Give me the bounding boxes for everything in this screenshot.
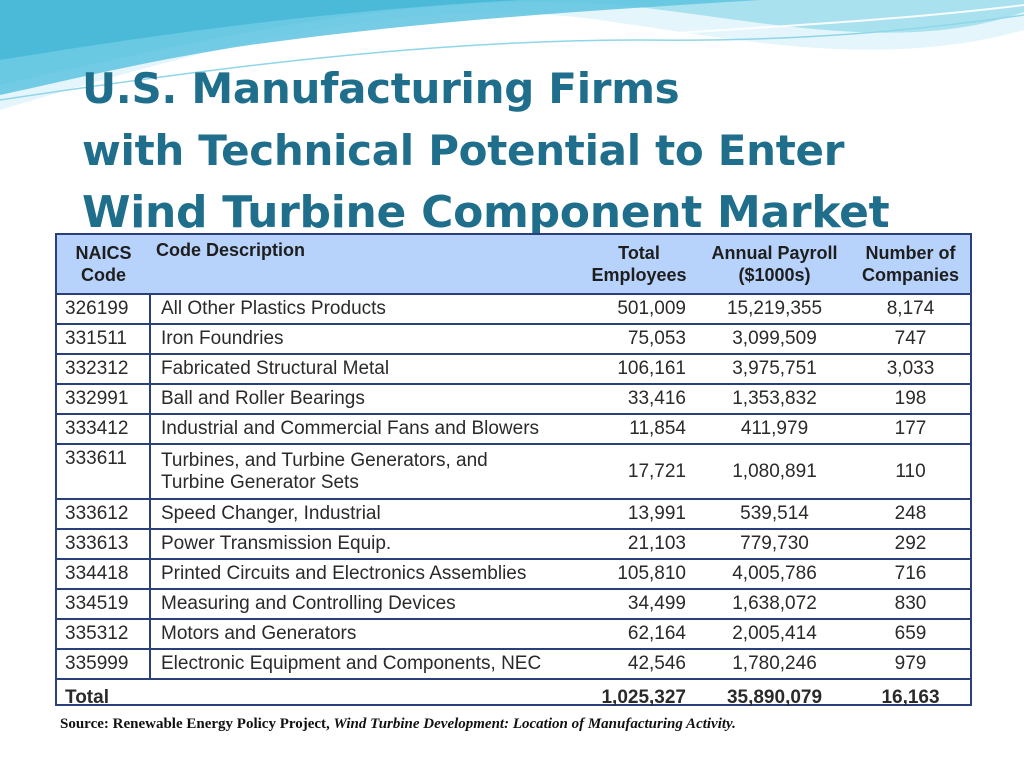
description-cell: Measuring and Controlling Devices	[149, 588, 580, 619]
companies-cell: 3,033	[851, 353, 970, 384]
firms-table-container: NAICS Code Code Description Total Employee…	[55, 233, 972, 716]
naics-code-cell: 335312	[57, 618, 150, 649]
companies-cell: 110	[851, 443, 970, 499]
employees-cell: 62,164	[580, 618, 698, 649]
total-payroll: 35,890,079	[698, 678, 851, 716]
naics-code-cell: 333412	[57, 413, 150, 444]
header-annual-payroll: Annual Payroll ($1000s)	[698, 235, 851, 294]
source-title: Wind Turbine Development: Location of Ma…	[333, 716, 736, 732]
description-cell: Speed Changer, Industrial	[149, 498, 580, 529]
naics-code-cell: 326199	[57, 293, 150, 324]
payroll-cell: 3,975,751	[698, 353, 851, 384]
companies-cell: 177	[851, 413, 970, 444]
table-row: 335999 Electronic Equipment and Componen…	[57, 648, 970, 679]
employees-cell: 21,103	[580, 528, 698, 559]
naics-code-cell: 333611	[57, 443, 150, 499]
description-cell: Fabricated Structural Metal	[149, 353, 580, 384]
table-row: 334418 Printed Circuits and Electronics …	[57, 558, 970, 589]
table-row: 335312 Motors and Generators 62,164 2,00…	[57, 618, 970, 649]
table-row: 326199 All Other Plastics Products 501,0…	[57, 293, 970, 324]
total-companies: 16,163	[851, 678, 970, 716]
table-row: 333412 Industrial and Commercial Fans an…	[57, 413, 970, 444]
header-code-description: Code Description	[150, 235, 580, 294]
payroll-cell: 15,219,355	[698, 293, 851, 324]
table-row: 333612 Speed Changer, Industrial 13,991 …	[57, 498, 970, 529]
naics-code-cell: 335999	[57, 648, 150, 679]
title-line-1: U.S. Manufacturing Firms	[82, 64, 680, 113]
payroll-cell: 779,730	[698, 528, 851, 559]
description-cell: Ball and Roller Bearings	[149, 383, 580, 414]
payroll-cell: 3,099,509	[698, 323, 851, 354]
description-cell: Industrial and Commercial Fans and Blowe…	[149, 413, 580, 444]
payroll-cell: 1,638,072	[698, 588, 851, 619]
companies-cell: 248	[851, 498, 970, 529]
source-prefix: Source: Renewable Energy Policy Project,	[60, 716, 334, 732]
naics-code-cell: 334418	[57, 558, 150, 589]
companies-cell: 198	[851, 383, 970, 414]
description-cell: Power Transmission Equip.	[149, 528, 580, 559]
table-header-row: NAICS Code Code Description Total Employee…	[57, 235, 970, 294]
description-cell: Electronic Equipment and Components, NEC	[149, 648, 580, 679]
naics-code-cell: 333613	[57, 528, 150, 559]
payroll-cell: 1,780,246	[698, 648, 851, 679]
firms-table: NAICS Code Code Description Total Employee…	[57, 235, 970, 716]
employees-cell: 17,721	[580, 443, 698, 499]
companies-cell: 716	[851, 558, 970, 589]
description-cell: Iron Foundries	[149, 323, 580, 354]
description-cell: Motors and Generators	[149, 618, 580, 649]
payroll-cell: 1,080,891	[698, 443, 851, 499]
employees-cell: 13,991	[580, 498, 698, 529]
table-row: 333613 Power Transmission Equip. 21,103 …	[57, 528, 970, 559]
decorative-wave-header	[0, 0, 1024, 110]
employees-cell: 11,854	[580, 413, 698, 444]
payroll-cell: 2,005,414	[698, 618, 851, 649]
naics-code-cell: 332312	[57, 353, 150, 384]
table-row: 331511 Iron Foundries 75,053 3,099,509 7…	[57, 323, 970, 354]
header-total-employees: Total Employees	[580, 235, 698, 294]
companies-cell: 659	[851, 618, 970, 649]
employees-cell: 34,499	[580, 588, 698, 619]
companies-cell: 292	[851, 528, 970, 559]
payroll-cell: 4,005,786	[698, 558, 851, 589]
payroll-cell: 411,979	[698, 413, 851, 444]
naics-code-cell: 331511	[57, 323, 150, 354]
header-number-of-companies: Number of Companies	[851, 235, 970, 294]
naics-code-cell: 333612	[57, 498, 150, 529]
naics-code-cell: 334519	[57, 588, 150, 619]
table-row: 333611 Turbines, and Turbine Generators,…	[57, 443, 970, 499]
payroll-cell: 539,514	[698, 498, 851, 529]
total-employees: 1,025,327	[580, 678, 698, 716]
title-line-3: Wind Turbine Component Market	[82, 187, 890, 238]
description-cell: Turbines, and Turbine Generators, and Tur…	[149, 443, 580, 499]
table-row: 334519 Measuring and Controlling Devices…	[57, 588, 970, 619]
source-citation: Source: Renewable Energy Policy Project,…	[60, 714, 760, 735]
employees-cell: 106,161	[580, 353, 698, 384]
companies-cell: 747	[851, 323, 970, 354]
table-row: 332991 Ball and Roller Bearings 33,416 1…	[57, 383, 970, 414]
description-cell: Printed Circuits and Electronics Assembl…	[149, 558, 580, 589]
employees-cell: 501,009	[580, 293, 698, 324]
employees-cell: 33,416	[580, 383, 698, 414]
slide-title: U.S. Manufacturing Firms with Technical …	[82, 58, 890, 244]
employees-cell: 75,053	[580, 323, 698, 354]
table-row: 332312 Fabricated Structural Metal 106,1…	[57, 353, 970, 384]
companies-cell: 830	[851, 588, 970, 619]
payroll-cell: 1,353,832	[698, 383, 851, 414]
header-naics-code: NAICS Code	[57, 235, 150, 294]
table-total-row: Total 1,025,327 35,890,079 16,163	[57, 678, 970, 716]
employees-cell: 42,546	[580, 648, 698, 679]
employees-cell: 105,810	[580, 558, 698, 589]
naics-code-cell: 332991	[57, 383, 150, 414]
title-line-2: with Technical Potential to Enter	[82, 126, 845, 175]
total-label: Total	[57, 678, 580, 716]
companies-cell: 979	[851, 648, 970, 679]
description-cell: All Other Plastics Products	[149, 293, 580, 324]
companies-cell: 8,174	[851, 293, 970, 324]
